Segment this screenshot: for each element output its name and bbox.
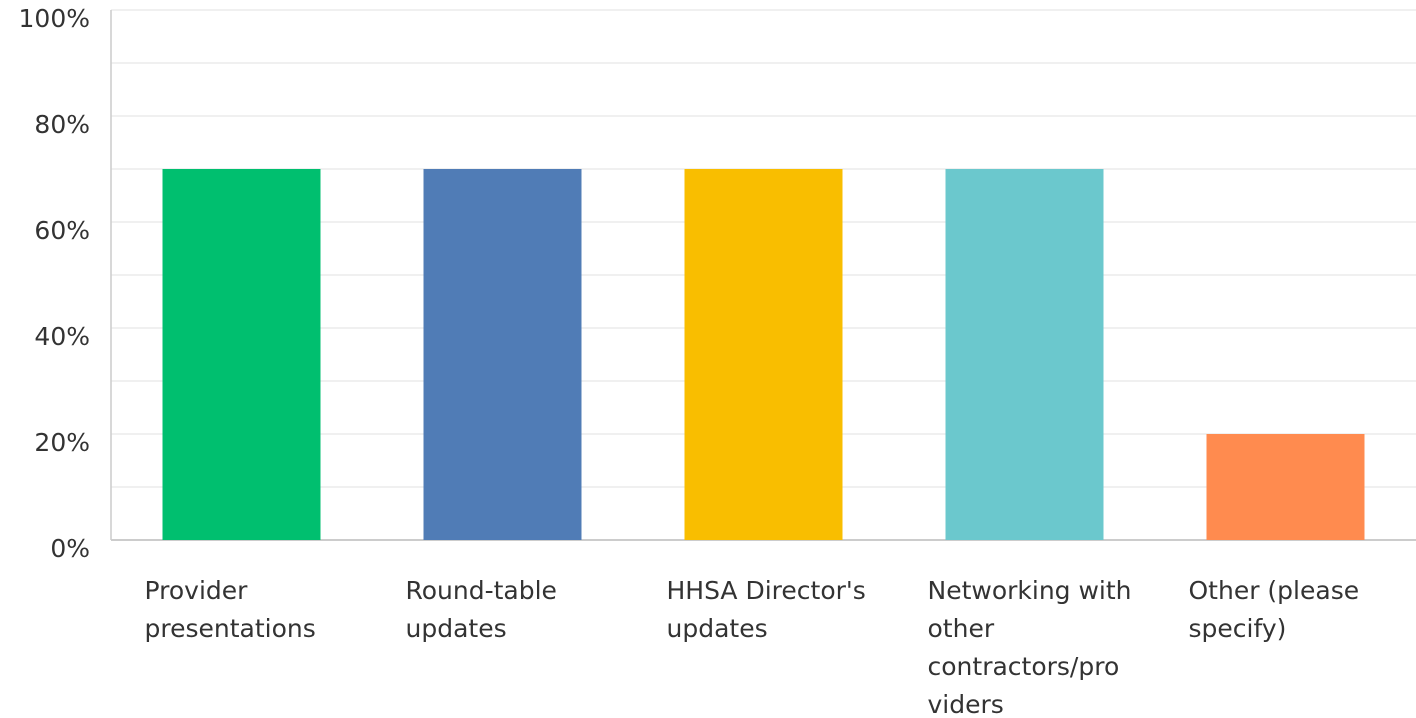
y-tick-label: 20%: [34, 428, 90, 457]
y-tick-label: 100%: [19, 4, 90, 33]
y-tick-label: 0%: [50, 534, 90, 563]
y-tick-label: 40%: [34, 322, 90, 351]
y-tick-label: 60%: [34, 216, 90, 245]
x-tick-label: HHSA Director's updates: [666, 576, 866, 643]
x-tick-label: Other (please specify): [1188, 576, 1360, 643]
bar: [945, 169, 1104, 540]
bar: [423, 169, 582, 540]
x-tick-label: Round-table updates: [405, 576, 557, 643]
bar: [162, 169, 321, 540]
y-tick-label: 80%: [34, 110, 90, 139]
x-tick-label: Provider presentations: [144, 576, 316, 643]
x-tick-label: Networking with other contractors/provid…: [927, 576, 1132, 718]
bar: [684, 169, 843, 540]
bar: [1206, 434, 1365, 540]
